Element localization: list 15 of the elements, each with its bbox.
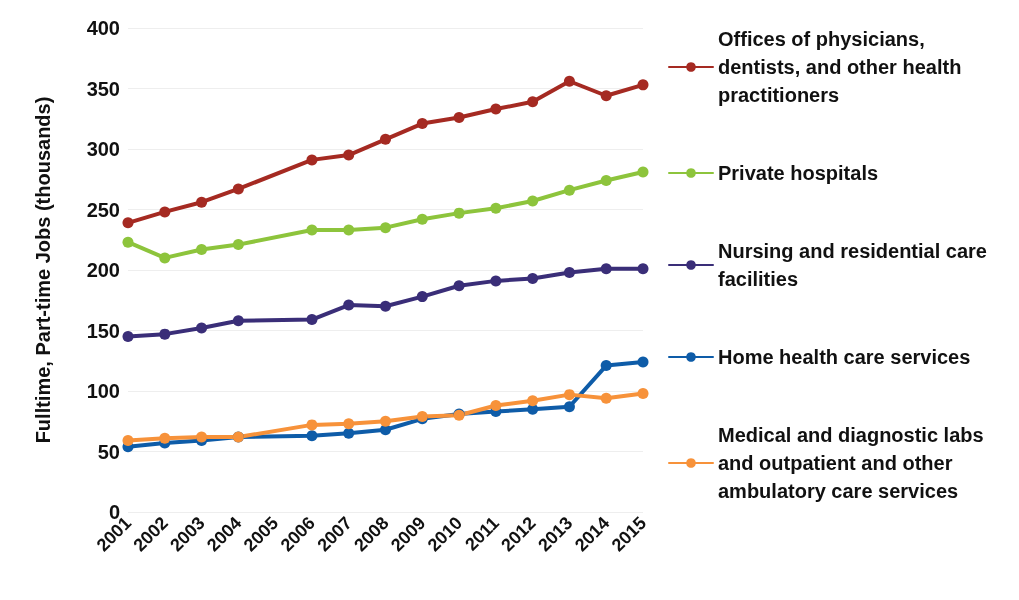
legend-label: Offices of physicians, dentists, and other health practitioners	[718, 28, 967, 106]
y-tick-label: 350	[86, 77, 120, 100]
y-tick-label: 0	[108, 501, 120, 523]
y-tick-label: 100	[86, 380, 120, 402]
legend-label: Private hospitals	[718, 162, 879, 184]
y-tick-label: 150	[86, 319, 120, 342]
y-tick-label: 50	[97, 440, 120, 463]
y-tick-label: 200	[86, 259, 120, 281]
legend-label: Nursing and residential care facilities	[718, 240, 993, 290]
y-tick-label: 400	[86, 17, 120, 39]
y-axis-title: Fulltime, Part-time Jobs (thousands)	[32, 96, 54, 444]
legend-label: Medical and diagnostic labs and outpatient and other ambulatory care services	[718, 424, 990, 502]
legend-label: Home health care services	[718, 346, 971, 368]
y-tick-label: 250	[86, 198, 120, 221]
y-tick-label: 300	[86, 138, 120, 160]
